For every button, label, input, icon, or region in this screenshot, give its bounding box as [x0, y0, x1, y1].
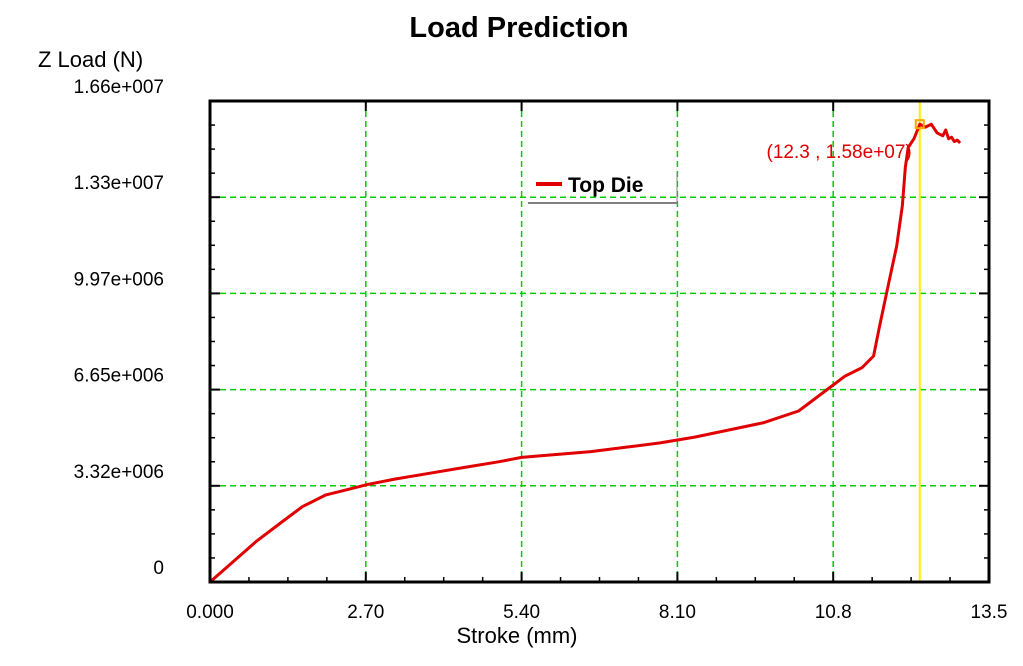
y-tick-label: 6.65e+006: [74, 366, 164, 387]
x-tick-labels: 0.000 2.70 5.40 8.10 10.8 13.5: [186, 602, 1007, 623]
legend-label-top-die: Top Die: [568, 174, 643, 197]
y-tick-label: 1.33e+007: [74, 173, 164, 194]
x-tick-label: 2.70: [347, 602, 384, 623]
series-top-die-line: [209, 122, 962, 584]
cursor-annotation: (12.3 , 1.58e+07): [767, 142, 912, 163]
plot-frame: [208, 99, 991, 584]
y-tick-labels: 0 3.32e+006 6.65e+006 9.97e+006 1.33e+007 1.6…: [74, 77, 164, 579]
x-tick-label: 10.8: [815, 602, 852, 623]
chart-title: Load Prediction: [409, 12, 628, 44]
x-tick-label: 13.5: [971, 602, 1008, 623]
y-tick-label: 0: [153, 558, 164, 579]
legend: Top Die: [528, 173, 678, 204]
x-tick-label: 0.000: [186, 602, 234, 623]
cursor-marker[interactable]: [914, 119, 925, 130]
x-tick-label: 5.40: [503, 602, 540, 623]
y-tick-label: 1.66e+007: [74, 77, 164, 98]
y-axis-label: Z Load (N): [38, 47, 143, 72]
x-axis-label: Stroke (mm): [457, 623, 578, 648]
x-tick-label: 8.10: [659, 602, 696, 623]
y-tick-label: 3.32e+006: [74, 462, 164, 483]
y-tick-label: 9.97e+006: [74, 269, 164, 290]
plot-area: [210, 101, 989, 582]
